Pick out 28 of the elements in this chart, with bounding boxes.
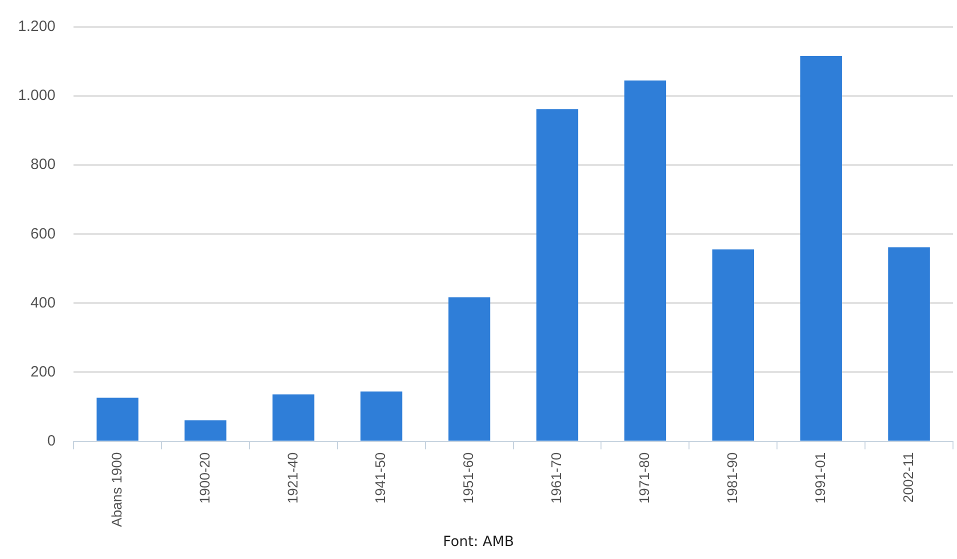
bar <box>96 398 138 441</box>
y-tick-label: 0 <box>47 432 56 450</box>
y-tick-label: 1.000 <box>18 87 56 104</box>
x-tick-label: 2002-11 <box>900 452 916 503</box>
bar <box>536 109 578 441</box>
bar <box>712 249 754 441</box>
x-tick-label: 1971-80 <box>636 452 652 504</box>
bar <box>624 80 666 441</box>
y-tick-label: 600 <box>30 225 56 242</box>
x-tick-label: 1981-90 <box>724 452 740 504</box>
bar <box>888 247 930 441</box>
text: Font: AMB <box>442 534 515 550</box>
y-tick-label: 400 <box>30 294 56 312</box>
x-tick-label: 1991-01 <box>812 452 828 504</box>
bar <box>360 392 402 441</box>
x-tick-label: 1900-20 <box>196 452 212 504</box>
x-tick-label: Abans 1900 <box>108 452 124 528</box>
bar <box>800 56 842 441</box>
y-tick-label: 1.200 <box>18 18 56 36</box>
y-tick-label: 800 <box>30 156 56 174</box>
bar <box>448 297 490 441</box>
bar <box>184 420 226 441</box>
x-tick-label: 1961-70 <box>548 452 564 504</box>
x-tick-label: 1941-50 <box>372 452 388 504</box>
bar <box>272 394 314 441</box>
y-tick-label: 200 <box>30 363 56 380</box>
x-tick-label: 1921-40 <box>284 452 300 504</box>
x-tick-label: 1951-60 <box>460 452 476 504</box>
